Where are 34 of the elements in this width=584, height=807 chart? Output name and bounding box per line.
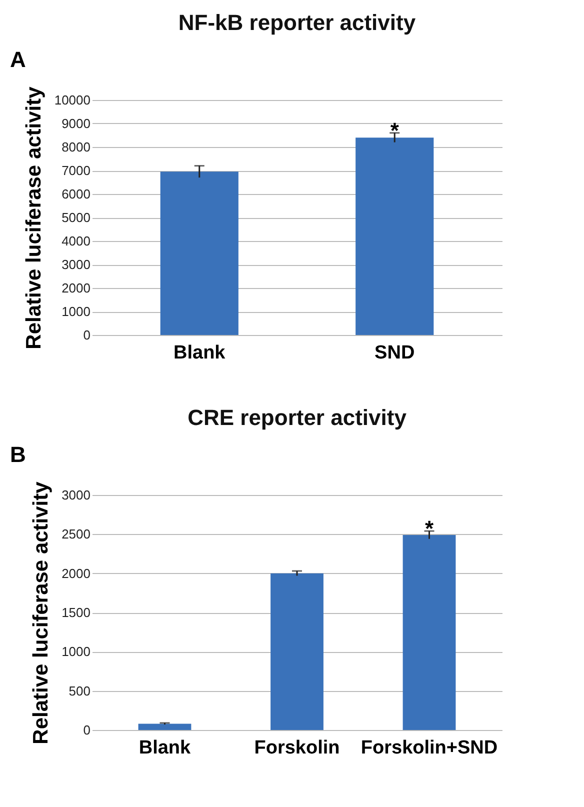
bar [402,534,456,730]
y-tick-label: 4000 [62,234,90,248]
y-tick-label: 1000 [62,304,90,319]
y-tick-label: 1000 [62,644,90,660]
y-axis-title: Relative luciferase activity [22,86,46,350]
y-axis-title: Relative luciferase activity [30,481,53,744]
text: A [10,47,26,72]
y-tick-label: 5000 [62,210,90,225]
chart-title: CRE reporter activity [188,405,408,430]
x-tick-label: Blank [138,738,192,758]
y-tick-label: 7000 [62,163,90,178]
x-tick-label: Blank [174,342,226,364]
y-tick-label: 3000 [62,488,90,502]
bar [138,724,192,730]
y-tick-label: 2500 [62,526,90,542]
bar [270,573,324,730]
y-tick-label: 3000 [62,257,90,272]
y-tick-label: 0 [83,328,90,342]
chart-title: NF-kB reporter activity [178,10,416,35]
y-tick-label: 2000 [62,566,90,581]
x-tick-label: Forskolin [254,738,340,758]
y-tick-label: 1500 [62,605,90,620]
y-tick-label: 0 [83,722,90,738]
text: B [10,442,26,467]
y-tick-label: 8000 [62,140,90,154]
x-tick-label: SND [374,342,415,364]
x-tick-label: Forskolin+SND [360,738,498,758]
y-tick-label: 2000 [62,280,90,296]
annotation: * [424,516,434,542]
y-tick-label: 9000 [62,116,90,131]
y-tick-label: 500 [68,683,90,698]
y-tick-label: 6000 [62,186,90,202]
y-tick-label: 10000 [54,92,90,108]
annotation: * [390,118,400,143]
